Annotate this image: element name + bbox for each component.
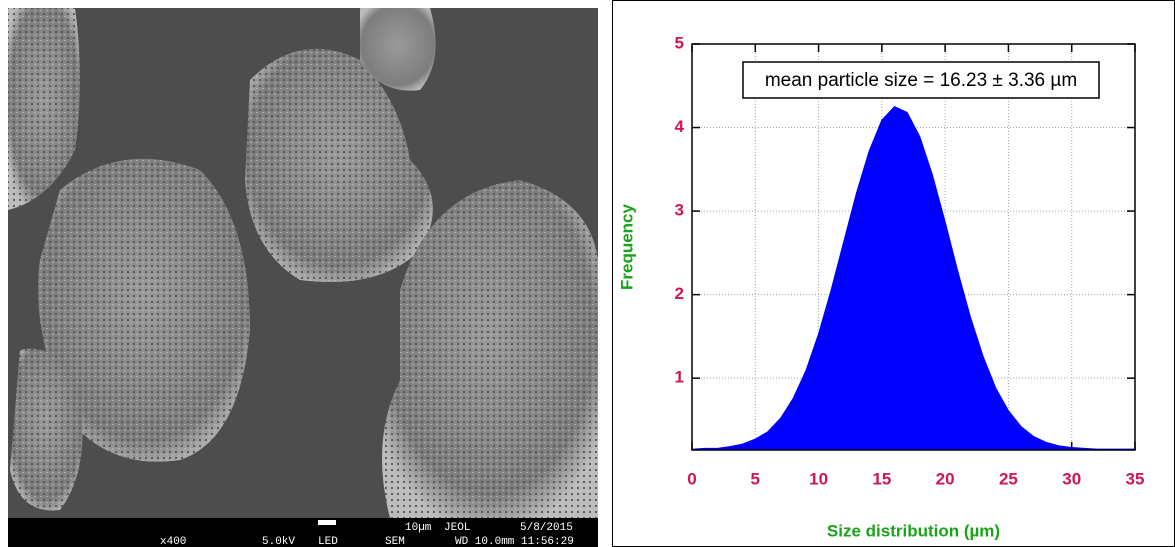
annotation: mean particle size = 16.23 ± 3.36 µm (765, 70, 1077, 91)
info-text: LED (318, 536, 338, 547)
x-tick-label: 0 (687, 469, 696, 488)
x-tick-label: 25 (999, 469, 1018, 488)
micrograph: 10µm JEOL 5/8/2015 x400 5.0kV LED SEM WD… (8, 8, 598, 547)
y-tick-label: 1 (675, 368, 684, 387)
x-tick-label: 5 (751, 469, 760, 488)
y-tick-label: 2 (675, 284, 684, 303)
y-axis-label: Frequency (617, 203, 636, 290)
info-text: 5.0kV (262, 536, 295, 547)
scale-bar (318, 520, 336, 525)
x-tick-label: 10 (809, 469, 828, 488)
y-tick-label: 5 (675, 33, 684, 52)
info-text: 10µm (405, 522, 432, 534)
x-tick-label: 35 (1126, 469, 1145, 488)
x-tick-label: 30 (1062, 469, 1081, 488)
info-text: WD 10.0mm 11:56:29 (455, 536, 574, 547)
info-text: SEM (385, 536, 405, 547)
x-axis-label: Size distribution (µm) (827, 521, 1000, 540)
page: 10µm JEOL 5/8/2015 x400 5.0kV LED SEM WD… (0, 0, 1175, 547)
y-tick-label: 4 (675, 117, 685, 136)
y-tick-label: 3 (675, 201, 684, 220)
info-text: 5/8/2015 (520, 522, 573, 534)
x-tick-label: 15 (872, 469, 891, 488)
info-text: JEOL (444, 522, 470, 534)
info-text: x400 (160, 536, 186, 547)
x-tick-label: 20 (936, 469, 955, 488)
